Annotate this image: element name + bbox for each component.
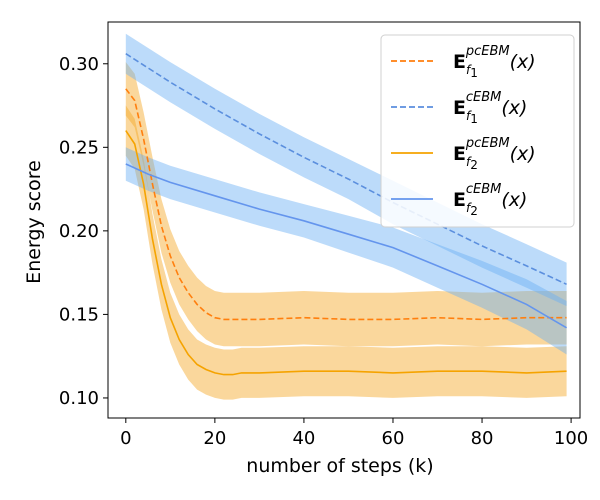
x-tick-label: 20 xyxy=(203,428,226,449)
line-series-2 xyxy=(125,53,567,286)
line-series-3 xyxy=(125,130,567,376)
x-axis-ticks: 0 20 40 60 80 100 xyxy=(120,418,588,449)
x-tick-label: 60 xyxy=(382,428,405,449)
legend-label-3: Ef2pcEBM(x) xyxy=(453,136,536,172)
legend-label-2: Ef1cEBM(x) xyxy=(453,90,527,126)
y-tick-label: 0.15 xyxy=(59,304,99,325)
legend-label-4: Ef2cEBM(x) xyxy=(453,182,527,218)
band-series-3 xyxy=(125,105,567,400)
legend-box xyxy=(380,34,575,228)
y-tick-label: 0.30 xyxy=(59,54,99,75)
legend-label-1: Ef1pcEBM(x) xyxy=(453,44,536,80)
legend: Ef1pcEBM(x) Ef1cEBM(x) Ef2pcEBM(x) Ef2cEBM(… xyxy=(380,34,575,228)
y-tick-label: 0.25 xyxy=(59,137,99,158)
x-tick-label: 0 xyxy=(120,428,131,449)
x-tick-label: 80 xyxy=(471,428,494,449)
series-lines xyxy=(125,53,568,376)
line-series-4 xyxy=(125,163,568,329)
y-tick-label: 0.10 xyxy=(59,388,99,409)
y-axis-label: Energy score xyxy=(23,160,45,284)
y-tick-label: 0.20 xyxy=(59,221,99,242)
plot-frame xyxy=(107,21,581,419)
y-axis-ticks: 0.10 0.15 0.20 0.25 0.30 xyxy=(59,54,108,409)
x-axis-label: number of steps (k) xyxy=(246,455,433,477)
line-series-1 xyxy=(125,88,567,321)
x-tick-label: 100 xyxy=(554,428,588,449)
band-series-4 xyxy=(125,147,567,355)
band-series-2 xyxy=(125,33,567,307)
x-tick-label: 40 xyxy=(292,428,315,449)
